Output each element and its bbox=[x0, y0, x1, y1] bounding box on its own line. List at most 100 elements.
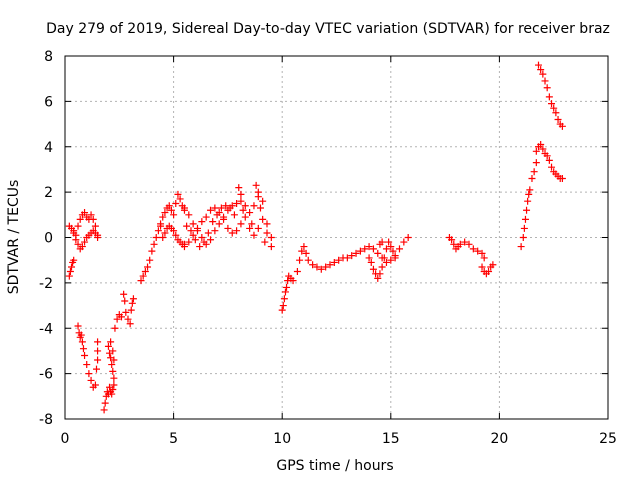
data-point bbox=[109, 386, 117, 394]
data-point bbox=[545, 156, 553, 164]
data-point bbox=[230, 211, 238, 219]
data-point bbox=[154, 227, 162, 235]
data-point bbox=[550, 104, 558, 112]
data-point bbox=[261, 238, 269, 246]
data-point bbox=[478, 249, 486, 257]
x-tick-label: 10 bbox=[273, 431, 291, 447]
y-tick-label: 0 bbox=[44, 231, 53, 247]
data-series bbox=[100, 381, 118, 414]
data-point bbox=[322, 263, 330, 271]
data-point bbox=[180, 206, 188, 214]
data-point bbox=[537, 140, 545, 148]
data-point bbox=[161, 229, 169, 237]
data-point bbox=[326, 261, 334, 269]
data-point bbox=[309, 261, 317, 269]
data-point bbox=[70, 256, 78, 264]
data-point bbox=[246, 209, 254, 217]
data-point bbox=[554, 116, 562, 124]
data-point bbox=[100, 406, 108, 414]
data-point bbox=[395, 245, 403, 253]
data-point bbox=[241, 213, 249, 221]
data-point bbox=[263, 220, 271, 228]
data-point bbox=[141, 268, 149, 276]
data-point bbox=[548, 163, 556, 171]
data-point bbox=[558, 175, 566, 183]
data-point bbox=[74, 322, 82, 330]
data-point bbox=[129, 295, 137, 303]
data-point bbox=[387, 243, 395, 251]
data-point bbox=[70, 229, 78, 237]
y-tick-label: -6 bbox=[39, 367, 53, 383]
data-point bbox=[365, 254, 373, 262]
data-point bbox=[528, 175, 536, 183]
data-point bbox=[94, 234, 102, 241]
data-point bbox=[211, 204, 219, 212]
data-point bbox=[256, 204, 264, 212]
data-point bbox=[250, 202, 258, 210]
data-point bbox=[91, 222, 99, 230]
data-point bbox=[65, 272, 73, 280]
data-point bbox=[474, 247, 482, 255]
data-point bbox=[283, 283, 291, 291]
data-points bbox=[65, 61, 566, 414]
data-point bbox=[111, 324, 119, 332]
data-series bbox=[157, 190, 188, 228]
data-point bbox=[220, 215, 228, 223]
data-point bbox=[281, 288, 289, 296]
data-point bbox=[87, 376, 95, 384]
data-series bbox=[278, 272, 297, 314]
data-point bbox=[89, 215, 97, 223]
data-series bbox=[65, 256, 78, 280]
data-point bbox=[250, 231, 258, 239]
data-point bbox=[267, 243, 275, 251]
data-point bbox=[172, 231, 180, 239]
data-point bbox=[365, 243, 373, 251]
data-point bbox=[289, 277, 297, 285]
data-point bbox=[87, 211, 95, 219]
data-series bbox=[111, 290, 137, 332]
data-point bbox=[541, 77, 549, 85]
x-axis-label: GPS time / hours bbox=[276, 458, 393, 474]
data-point bbox=[198, 234, 206, 241]
y-tick-label: 8 bbox=[44, 49, 53, 65]
data-point bbox=[233, 199, 241, 207]
data-point bbox=[209, 218, 217, 226]
axis-ticks: 0 5 10 15 20 25 -8 -6 -4 -2 0 2 4 6 8 bbox=[39, 49, 617, 447]
data-point bbox=[241, 202, 249, 210]
data-series bbox=[180, 193, 275, 248]
data-point bbox=[79, 345, 87, 353]
data-point bbox=[165, 202, 173, 210]
data-point bbox=[369, 265, 377, 273]
data-point bbox=[127, 306, 135, 314]
data-series bbox=[478, 261, 497, 278]
data-point bbox=[254, 224, 262, 232]
data-point bbox=[252, 181, 260, 189]
data-series bbox=[70, 227, 102, 253]
data-point bbox=[104, 342, 112, 350]
data-point bbox=[157, 220, 165, 228]
data-point bbox=[110, 381, 118, 389]
data-point bbox=[517, 243, 525, 251]
data-point bbox=[233, 227, 241, 235]
data-point bbox=[278, 306, 286, 314]
data-point bbox=[83, 361, 91, 369]
data-point bbox=[237, 197, 245, 205]
data-point bbox=[76, 215, 84, 223]
data-point bbox=[91, 381, 99, 389]
data-point bbox=[465, 240, 473, 248]
data-point bbox=[352, 249, 360, 257]
data-point bbox=[66, 268, 74, 276]
data-point bbox=[94, 347, 102, 355]
data-point bbox=[94, 338, 102, 346]
data-point bbox=[81, 351, 89, 359]
data-point bbox=[121, 297, 129, 305]
data-point bbox=[382, 245, 390, 253]
data-series bbox=[74, 322, 100, 391]
x-tick-label: 20 bbox=[490, 431, 508, 447]
data-point bbox=[74, 222, 82, 230]
data-point bbox=[387, 256, 395, 264]
x-tick-label: 5 bbox=[169, 431, 178, 447]
data-point bbox=[77, 331, 85, 339]
data-point bbox=[296, 256, 304, 264]
data-point bbox=[298, 247, 306, 255]
